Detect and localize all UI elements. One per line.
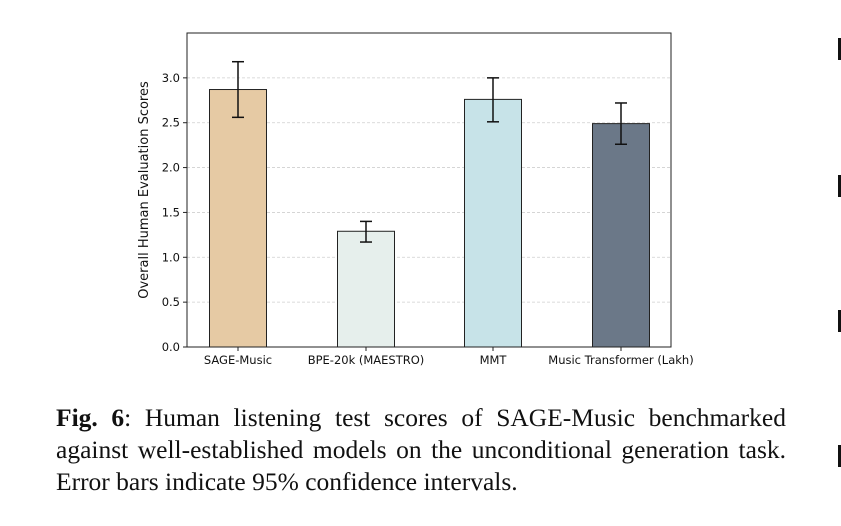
y-axis-ticks: 0.0 0.5 1.0 1.5 2.0 2.5 3.0 [162,71,187,354]
x-tick-label: BPE-20k (MAESTRO) [308,353,425,367]
x-tick-label: SAGE-Music [204,353,272,367]
edge-mark [838,38,841,60]
y-axis-label: Overall Human Evaluation Scores [137,81,152,299]
figure-caption: Fig. 6: Human listening test scores of S… [56,402,786,498]
bar [464,98,522,348]
y-tick-label: 1.5 [162,205,180,219]
edge-mark [838,175,841,197]
bars [209,89,650,348]
plot-frame [186,32,672,348]
grid-lines [187,77,671,303]
y-tick-label: 1.0 [162,250,180,264]
figure-label: Fig. 6 [56,403,125,432]
edge-mark [838,310,841,332]
edge-mark [838,445,841,467]
y-tick-label: 0.0 [162,340,180,354]
y-tick-label: 0.5 [162,295,180,309]
y-tick-label: 2.5 [162,116,180,130]
bar-chart: 0.0 0.5 1.0 1.5 2.0 2.5 3.0 SAGE-Music BPE-20k … [137,32,694,367]
y-tick-label: 3.0 [162,71,180,85]
x-tick-label: Music Transformer (Lakh) [548,353,693,367]
x-axis-ticks: SAGE-Music BPE-20k (MAESTRO) MMT Music Tran… [204,347,694,367]
bar [209,89,267,348]
bar [337,230,395,348]
y-tick-label: 2.0 [162,161,180,175]
bar [592,123,650,348]
caption-text: : Human listening test scores of SAGE-Mu… [56,403,786,496]
x-tick-label: MMT [480,353,508,367]
error-bars [232,60,627,243]
